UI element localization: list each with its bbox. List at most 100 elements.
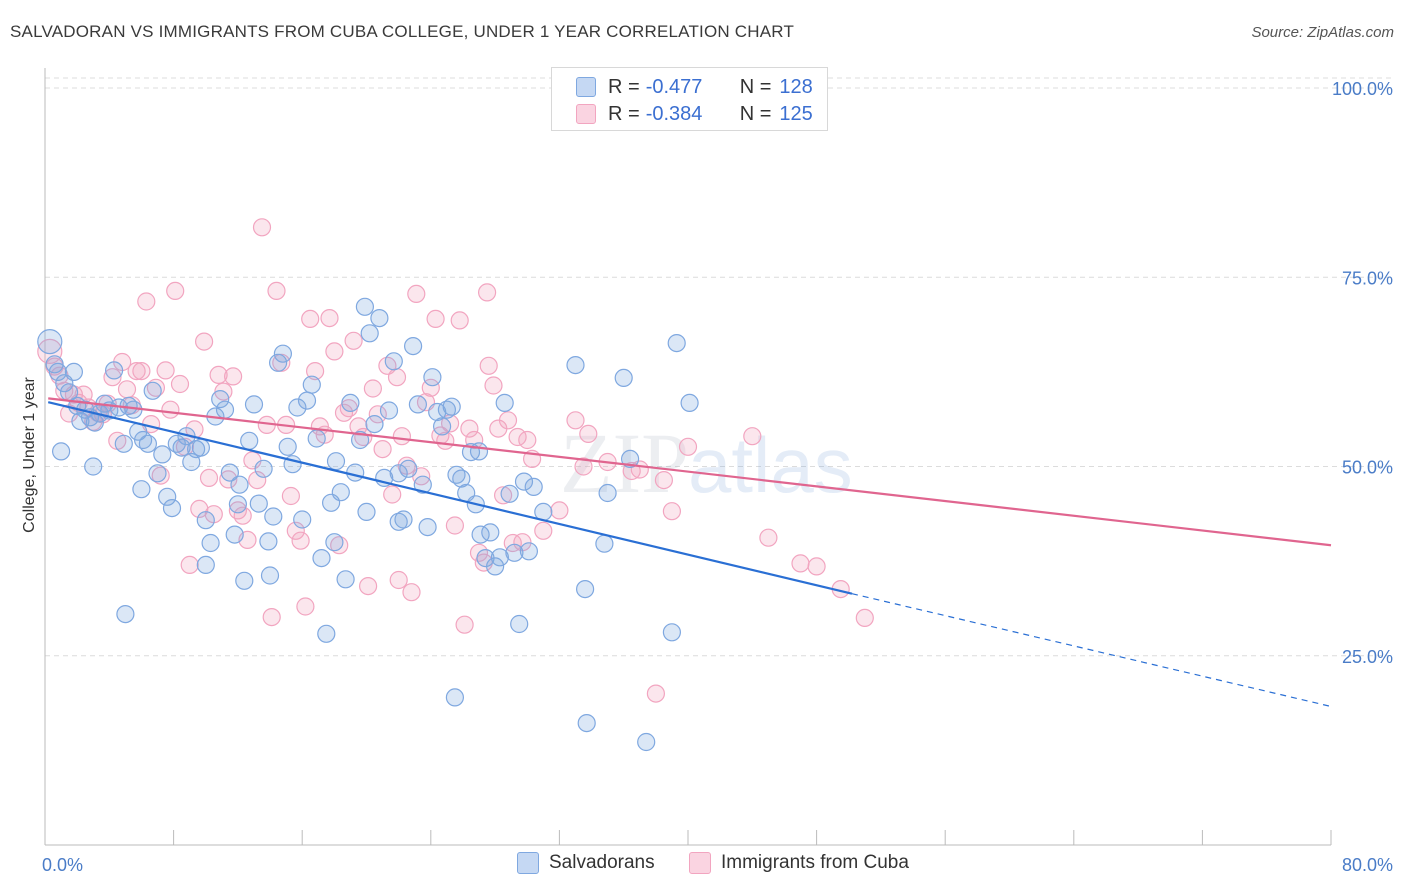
cuba-point: [209, 365, 228, 384]
x-tick-label: 0.0%: [42, 855, 83, 875]
cuba-point: [199, 468, 219, 487]
salvadorans-point: [132, 480, 151, 499]
cuba-point: [743, 427, 762, 446]
salvadorans-point: [341, 393, 360, 412]
cuba-point: [759, 528, 778, 547]
salvadorans-point: [514, 472, 534, 491]
salvadorans-point: [273, 344, 292, 363]
legend-item-salvadorans: Salvadorans: [517, 852, 655, 874]
salvadorans-point: [278, 437, 297, 456]
salvadorans-point: [172, 438, 191, 457]
salvadorans-point: [84, 457, 103, 476]
cuba-point: [383, 485, 402, 504]
salvadorans-trend-line: [47, 401, 853, 595]
salvadorans-point: [162, 499, 182, 518]
x-tick-labels: 0.0% 80.0%: [42, 855, 1393, 875]
legend-n-value: 128: [779, 75, 813, 98]
salvadorans-point: [64, 362, 84, 381]
salvadorans-point: [620, 449, 640, 468]
series-legend: Salvadorans Immigrants from Cuba: [0, 852, 1406, 878]
cuba-point: [389, 570, 408, 590]
cuba-point: [37, 338, 63, 364]
cuba-point: [455, 615, 474, 634]
salvadorans-point: [370, 309, 389, 328]
salvadorans-point: [490, 548, 509, 567]
salvadorans-point: [510, 614, 529, 634]
salvadorans-point: [433, 417, 452, 436]
salvadorans-point: [575, 579, 595, 599]
cuba-point: [219, 470, 238, 489]
cuba-point: [156, 361, 175, 380]
legend-item-cuba: Immigrants from Cuba: [689, 852, 909, 874]
legend-swatch-salvadorans: [517, 852, 539, 874]
cuba-point: [228, 501, 247, 520]
cuba-point: [344, 331, 363, 350]
cuba-point: [445, 516, 464, 535]
watermark-atlas: atlas: [688, 421, 853, 509]
legend-r-label: R =: [608, 75, 640, 98]
series-cuba-points: [37, 218, 874, 703]
salvadorans-point: [667, 334, 686, 353]
salvadorans-point: [228, 495, 247, 514]
cuba-point: [166, 281, 185, 300]
salvadorans-point: [220, 463, 239, 482]
salvadorans-point: [614, 368, 633, 387]
salvadorans-point: [355, 297, 374, 316]
cuba-point: [678, 437, 698, 456]
cuba-point: [426, 309, 445, 328]
salvadorans-point: [437, 400, 456, 419]
legend-row-salvadorans: R = -0.477 N = 128: [576, 74, 813, 100]
cuba-trend-line: [48, 397, 1332, 547]
cuba-point: [291, 531, 310, 550]
cuba-point: [248, 471, 267, 490]
axes: [44, 68, 1332, 846]
salvadorans-point: [325, 533, 344, 552]
chart-source: Source: ZipAtlas.com: [1251, 24, 1394, 41]
legend-r-value: -0.384: [645, 102, 703, 125]
salvadorans-point: [148, 464, 167, 483]
salvadorans-point: [413, 475, 432, 494]
salvadorans-point: [346, 463, 365, 482]
salvadorans-point: [191, 438, 210, 457]
cuba-point: [180, 555, 199, 575]
cuba-point: [301, 309, 320, 328]
salvadorans-point: [196, 511, 215, 530]
salvadorans-point: [336, 570, 355, 589]
y-tick-labels: 25.0% 50.0% 75.0% 100.0%: [1332, 79, 1393, 667]
cuba-point: [286, 521, 305, 540]
cuba-point: [127, 362, 146, 381]
salvadorans-point: [138, 434, 157, 453]
y-axis-label: College, Under 1 year: [21, 377, 38, 533]
salvadorans-point: [230, 475, 249, 494]
cuba-point: [579, 424, 598, 443]
salvadorans-point: [365, 415, 384, 434]
cuba-point: [498, 411, 518, 430]
legend-r-label: R =: [608, 102, 640, 125]
cuba-point: [373, 440, 392, 459]
salvadorans-point: [114, 434, 133, 453]
cuba-point: [791, 554, 810, 573]
legend-swatch-cuba: [576, 104, 596, 124]
cuba-point: [450, 311, 469, 330]
salvadorans-trend-extension: [851, 593, 1332, 708]
salvadorans-point: [244, 395, 264, 414]
cuba-point: [117, 380, 137, 399]
cuba-point: [646, 684, 666, 703]
salvadorans-point: [201, 533, 220, 553]
salvadorans-point: [51, 442, 71, 461]
salvadorans-point: [37, 329, 63, 355]
cuba-point: [363, 379, 382, 398]
salvadorans-point: [143, 381, 162, 400]
salvadorans-point: [577, 713, 596, 733]
legend-label-cuba: Immigrants from Cuba: [721, 852, 909, 873]
watermark-zip: ZIP: [560, 415, 689, 511]
chart-title: SALVADORAN VS IMMIGRANTS FROM CUBA COLLE…: [10, 22, 795, 41]
salvadorans-point: [680, 393, 699, 412]
cuba-point: [146, 378, 165, 397]
salvadorans-point: [71, 412, 90, 431]
salvadorans-point: [293, 510, 312, 529]
cuba-point: [662, 502, 682, 521]
salvadorans-point: [389, 512, 408, 531]
salvadorans-point: [48, 362, 68, 381]
